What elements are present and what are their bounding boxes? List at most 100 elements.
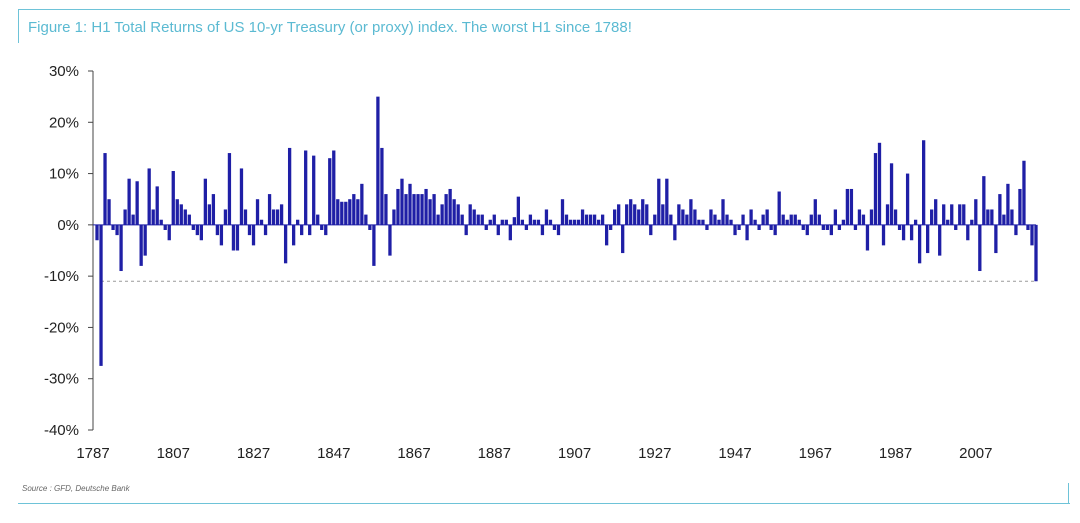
bar bbox=[340, 201, 344, 225]
bar bbox=[368, 224, 372, 230]
bar bbox=[629, 199, 633, 225]
bar bbox=[805, 224, 809, 236]
bar bbox=[436, 214, 440, 225]
bar bbox=[604, 224, 609, 246]
bar bbox=[641, 199, 645, 225]
bar bbox=[849, 188, 854, 225]
bar bbox=[637, 209, 641, 225]
bar bbox=[328, 158, 332, 225]
bar bbox=[408, 183, 412, 225]
bar bbox=[464, 224, 468, 236]
bar bbox=[119, 224, 123, 272]
frame-left-rule bbox=[18, 9, 19, 43]
bar bbox=[111, 224, 115, 230]
bar bbox=[773, 224, 777, 236]
bar bbox=[725, 214, 729, 225]
bar bbox=[320, 224, 324, 230]
bar bbox=[199, 224, 203, 241]
bar bbox=[990, 209, 994, 225]
bar bbox=[705, 224, 709, 230]
x-tick-label: 1807 bbox=[157, 445, 190, 462]
bar bbox=[769, 224, 773, 230]
bar bbox=[982, 176, 986, 225]
bar bbox=[1002, 214, 1006, 225]
bar bbox=[271, 209, 276, 225]
bar bbox=[480, 214, 484, 225]
bar bbox=[757, 224, 761, 230]
bar bbox=[163, 224, 167, 230]
bar bbox=[388, 224, 392, 256]
bar bbox=[576, 219, 581, 225]
bar bbox=[115, 224, 119, 236]
bar bbox=[476, 214, 480, 225]
bar bbox=[837, 224, 842, 230]
bar bbox=[496, 224, 500, 236]
bar bbox=[135, 181, 139, 225]
bar bbox=[468, 204, 472, 225]
bar bbox=[151, 209, 155, 225]
bar bbox=[905, 173, 910, 225]
bar bbox=[1022, 160, 1026, 225]
bar bbox=[1006, 183, 1010, 225]
bar bbox=[380, 147, 384, 225]
bar bbox=[673, 224, 677, 241]
bar bbox=[709, 209, 713, 225]
bar bbox=[568, 219, 573, 225]
bar bbox=[227, 153, 232, 225]
bar bbox=[348, 199, 352, 225]
bar bbox=[942, 204, 946, 225]
bar bbox=[717, 219, 721, 225]
bar bbox=[877, 142, 882, 225]
bar bbox=[861, 214, 866, 225]
bar bbox=[645, 204, 649, 225]
bar bbox=[308, 224, 312, 236]
bar bbox=[263, 224, 268, 236]
bar bbox=[625, 204, 629, 225]
bar bbox=[621, 224, 625, 254]
bar bbox=[560, 199, 565, 225]
bar bbox=[332, 150, 336, 225]
bar bbox=[817, 214, 821, 225]
bar bbox=[853, 224, 858, 230]
bar bbox=[444, 194, 448, 225]
bar bbox=[324, 224, 328, 236]
bar bbox=[917, 224, 922, 264]
bar bbox=[372, 224, 376, 266]
bar bbox=[934, 199, 938, 225]
x-tick-label: 1847 bbox=[317, 445, 350, 462]
bar bbox=[813, 199, 817, 225]
bar bbox=[713, 214, 717, 225]
bar bbox=[564, 214, 569, 225]
bar bbox=[741, 214, 745, 225]
bar bbox=[685, 214, 689, 225]
bar bbox=[103, 153, 107, 225]
bar bbox=[139, 224, 143, 266]
bar bbox=[484, 224, 488, 230]
source-note: Source : GFD, Deutsche Bank bbox=[22, 484, 130, 493]
bar bbox=[424, 188, 428, 225]
bar bbox=[1026, 224, 1030, 230]
y-tick-label: 20% bbox=[49, 114, 79, 131]
x-tick-label: 1967 bbox=[799, 445, 832, 462]
bar bbox=[259, 219, 264, 225]
bar bbox=[926, 224, 930, 254]
bar bbox=[962, 204, 966, 225]
bar bbox=[536, 219, 541, 225]
bar bbox=[300, 224, 304, 236]
bar bbox=[893, 209, 898, 225]
bar bbox=[312, 155, 316, 225]
bar bbox=[304, 150, 308, 225]
bar bbox=[400, 178, 404, 225]
bar bbox=[596, 219, 601, 225]
x-tick-label: 1927 bbox=[638, 445, 671, 462]
bar bbox=[291, 224, 296, 246]
bar bbox=[279, 204, 284, 225]
bar bbox=[540, 224, 545, 236]
bar bbox=[978, 224, 982, 272]
bar bbox=[428, 199, 432, 225]
y-tick-label: -10% bbox=[44, 268, 79, 285]
bar bbox=[143, 224, 147, 256]
bar bbox=[572, 219, 577, 225]
bar bbox=[544, 209, 549, 225]
